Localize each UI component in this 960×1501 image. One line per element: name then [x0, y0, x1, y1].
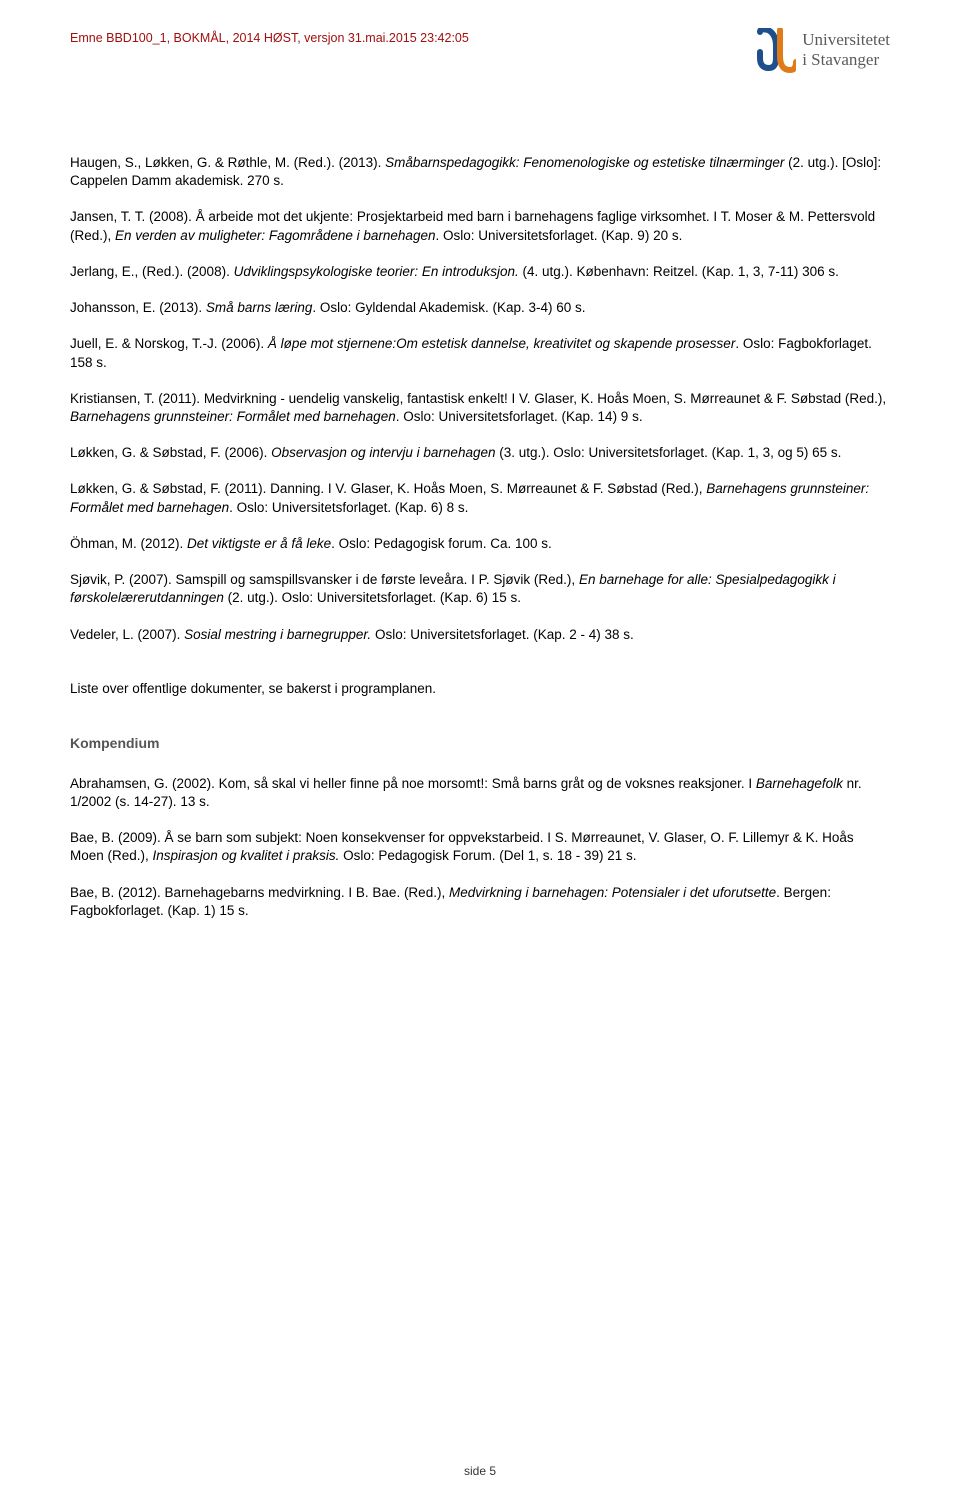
- kompendium-section: Abrahamsen, G. (2002). Kom, så skal vi h…: [70, 775, 890, 920]
- reference-4-pre: Juell, E. & Norskog, T.-J. (2006).: [70, 336, 268, 351]
- reference-7-post: . Oslo: Universitetsforlaget. (Kap. 6) 8…: [229, 500, 468, 515]
- reference-8-title: Det viktigste er å få leke: [187, 536, 331, 551]
- kompendium-ref-1-post: Oslo: Pedagogisk Forum. (Del 1, s. 18 - …: [339, 848, 636, 863]
- university-logo: Universitetet i Stavanger: [754, 28, 890, 74]
- reference-2-post: (4. utg.). København: Reitzel. (Kap. 1, …: [519, 264, 839, 279]
- reference-10-post: Oslo: Universitetsforlaget. (Kap. 2 - 4)…: [371, 627, 634, 642]
- reference-1: Jansen, T. T. (2008). Å arbeide mot det …: [70, 208, 890, 244]
- reference-4-title: Å løpe mot stjernene:Om estetisk dannels…: [268, 336, 735, 351]
- logo-mark-icon: [754, 28, 796, 74]
- reference-3-title: Små barns læring: [206, 300, 313, 315]
- header-meta-line: Emne BBD100_1, BOKMÅL, 2014 HØST, versjo…: [70, 28, 469, 47]
- kompendium-ref-1: Bae, B. (2009). Å se barn som subjekt: N…: [70, 829, 890, 865]
- reference-2-title: Udviklingspsykologiske teorier: En intro…: [234, 264, 519, 279]
- kompendium-ref-2: Bae, B. (2012). Barnehagebarns medvirkni…: [70, 884, 890, 920]
- kompendium-ref-0-pre: Abrahamsen, G. (2002). Kom, så skal vi h…: [70, 776, 756, 791]
- reference-0: Haugen, S., Løkken, G. & Røthle, M. (Red…: [70, 154, 890, 190]
- reference-1-post: . Oslo: Universitetsforlaget. (Kap. 9) 2…: [435, 228, 682, 243]
- page-header: Emne BBD100_1, BOKMÅL, 2014 HØST, versjo…: [70, 28, 890, 74]
- reference-6: Løkken, G. & Søbstad, F. (2006). Observa…: [70, 444, 890, 462]
- reference-9-pre: Sjøvik, P. (2007). Samspill og samspills…: [70, 572, 579, 587]
- reference-9: Sjøvik, P. (2007). Samspill og samspills…: [70, 571, 890, 607]
- kompendium-ref-0: Abrahamsen, G. (2002). Kom, så skal vi h…: [70, 775, 890, 811]
- reference-6-title: Observasjon og intervju i barnehagen: [271, 445, 495, 460]
- section-note: Liste over offentlige dokumenter, se bak…: [70, 680, 890, 698]
- reference-3: Johansson, E. (2013). Små barns læring. …: [70, 299, 890, 317]
- bibliography-section: Haugen, S., Løkken, G. & Røthle, M. (Red…: [70, 154, 890, 644]
- kompendium-ref-2-title: Medvirkning i barnehagen: Potensialer i …: [449, 885, 776, 900]
- reference-10: Vedeler, L. (2007). Sosial mestring i ba…: [70, 626, 890, 644]
- reference-0-title: Småbarnspedagogikk: Fenomenologiske og e…: [385, 155, 784, 170]
- reference-4: Juell, E. & Norskog, T.-J. (2006). Å løp…: [70, 335, 890, 371]
- kompendium-heading: Kompendium: [70, 734, 890, 753]
- page-number: side 5: [0, 1463, 960, 1479]
- reference-10-pre: Vedeler, L. (2007).: [70, 627, 184, 642]
- reference-3-pre: Johansson, E. (2013).: [70, 300, 206, 315]
- reference-5-pre: Kristiansen, T. (2011). Medvirkning - ue…: [70, 391, 886, 406]
- reference-5-title: Barnehagens grunnsteiner: Formålet med b…: [70, 409, 396, 424]
- reference-8: Öhman, M. (2012). Det viktigste er å få …: [70, 535, 890, 553]
- reference-8-post: . Oslo: Pedagogisk forum. Ca. 100 s.: [331, 536, 552, 551]
- kompendium-ref-2-pre: Bae, B. (2012). Barnehagebarns medvirkni…: [70, 885, 449, 900]
- kompendium-ref-0-title: Barnehagefolk: [756, 776, 843, 791]
- kompendium-ref-1-title: Inspirasjon og kvalitet i praksis.: [153, 848, 340, 863]
- reference-8-pre: Öhman, M. (2012).: [70, 536, 187, 551]
- reference-2: Jerlang, E., (Red.). (2008). Udviklingsp…: [70, 263, 890, 281]
- reference-3-post: . Oslo: Gyldendal Akademisk. (Kap. 3-4) …: [312, 300, 585, 315]
- logo-text: Universitetet i Stavanger: [802, 28, 890, 69]
- reference-7-pre: Løkken, G. & Søbstad, F. (2011). Danning…: [70, 481, 706, 496]
- logo-line1: Universitetet: [802, 30, 890, 50]
- logo-line2: i Stavanger: [802, 50, 890, 70]
- reference-10-title: Sosial mestring i barnegrupper.: [184, 627, 371, 642]
- reference-0-pre: Haugen, S., Løkken, G. & Røthle, M. (Red…: [70, 155, 385, 170]
- reference-1-title: En verden av muligheter: Fagområdene i b…: [115, 228, 435, 243]
- reference-6-pre: Løkken, G. & Søbstad, F. (2006).: [70, 445, 271, 460]
- reference-5-post: . Oslo: Universitetsforlaget. (Kap. 14) …: [396, 409, 643, 424]
- reference-7: Løkken, G. & Søbstad, F. (2011). Danning…: [70, 480, 890, 516]
- reference-2-pre: Jerlang, E., (Red.). (2008).: [70, 264, 234, 279]
- document-page: Emne BBD100_1, BOKMÅL, 2014 HØST, versjo…: [0, 0, 960, 1501]
- reference-5: Kristiansen, T. (2011). Medvirkning - ue…: [70, 390, 890, 426]
- reference-6-post: (3. utg.). Oslo: Universitetsforlaget. (…: [496, 445, 842, 460]
- reference-9-post: (2. utg.). Oslo: Universitetsforlaget. (…: [224, 590, 521, 605]
